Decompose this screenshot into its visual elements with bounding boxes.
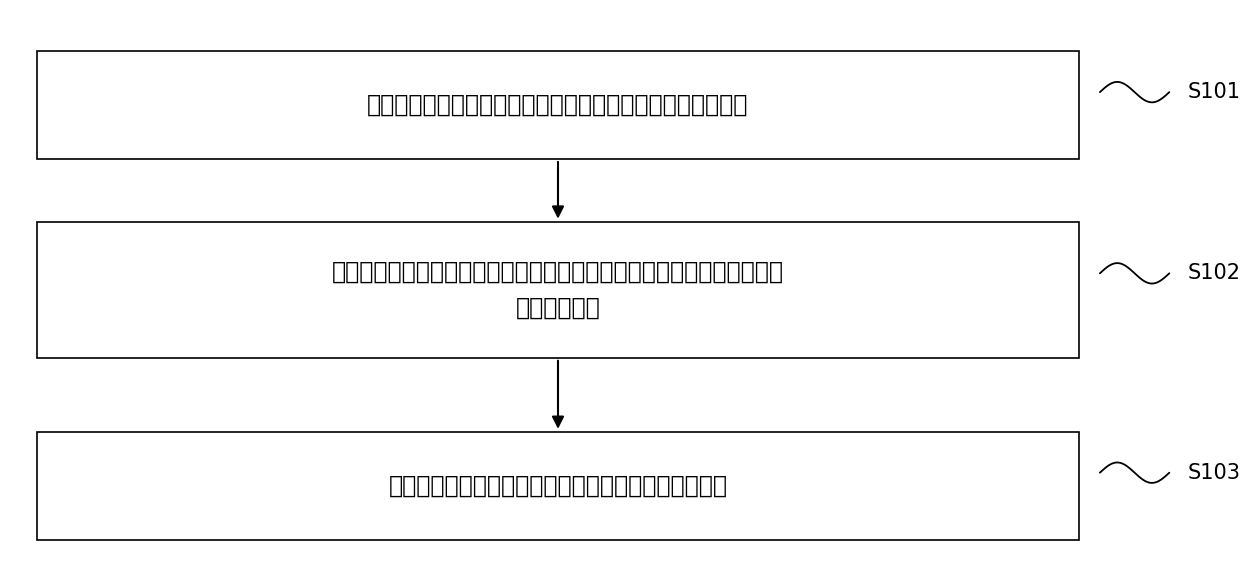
Bar [37, 222, 1079, 358]
Bar [37, 51, 1079, 159]
Text: S101: S101 [1188, 82, 1240, 102]
Text: 根据上述调整系数调整上述待显示图像帧的原始灰阶值: 根据上述调整系数调整上述待显示图像帧的原始灰阶值 [388, 474, 728, 498]
Bar [37, 432, 1079, 540]
Text: 检测获取液晶显示设备的环境亮度和待显示图像帧的原始亮度: 检测获取液晶显示设备的环境亮度和待显示图像帧的原始亮度 [367, 93, 749, 117]
Text: S102: S102 [1188, 264, 1240, 283]
Text: 根据上述环境亮度和上述待显示图像帧的原始亮度，确定上述待显示图像
帧的调整系数: 根据上述环境亮度和上述待显示图像帧的原始亮度，确定上述待显示图像 帧的调整系数 [332, 260, 784, 319]
Text: S103: S103 [1188, 463, 1240, 483]
